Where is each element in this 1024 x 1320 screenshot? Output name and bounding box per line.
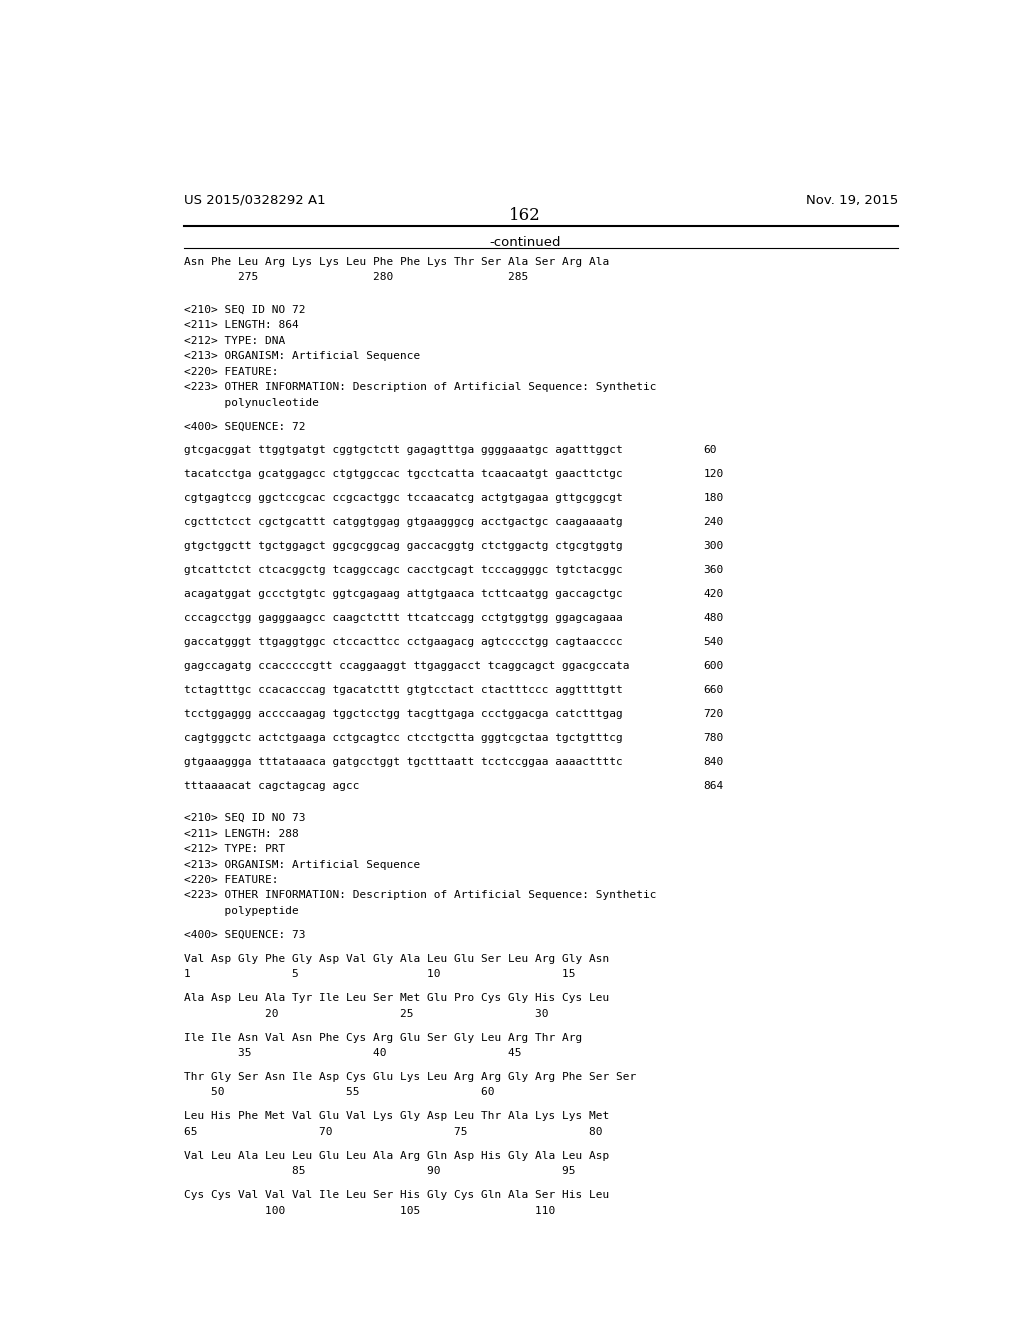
Text: polynucleotide: polynucleotide bbox=[183, 397, 318, 408]
Text: 780: 780 bbox=[703, 733, 724, 743]
Text: 420: 420 bbox=[703, 589, 724, 599]
Text: gtgctggctt tgctggagct ggcgcggcag gaccacggtg ctctggactg ctgcgtggtg: gtgctggctt tgctggagct ggcgcggcag gaccacg… bbox=[183, 541, 623, 552]
Text: gtcgacggat ttggtgatgt cggtgctctt gagagtttga ggggaaatgc agatttggct: gtcgacggat ttggtgatgt cggtgctctt gagagtt… bbox=[183, 445, 623, 455]
Text: Ala Asp Leu Ala Tyr Ile Leu Ser Met Glu Pro Cys Gly His Cys Leu: Ala Asp Leu Ala Tyr Ile Leu Ser Met Glu … bbox=[183, 993, 609, 1003]
Text: US 2015/0328292 A1: US 2015/0328292 A1 bbox=[183, 194, 326, 207]
Text: 162: 162 bbox=[509, 207, 541, 224]
Text: Leu His Phe Met Val Glu Val Lys Gly Asp Leu Thr Ala Lys Lys Met: Leu His Phe Met Val Glu Val Lys Gly Asp … bbox=[183, 1111, 609, 1121]
Text: <213> ORGANISM: Artificial Sequence: <213> ORGANISM: Artificial Sequence bbox=[183, 859, 420, 870]
Text: 50                  55                  60: 50 55 60 bbox=[183, 1088, 494, 1097]
Text: 600: 600 bbox=[703, 661, 724, 671]
Text: gtgaaaggga tttataaaca gatgcctggt tgctttaatt tcctccggaa aaaacttttc: gtgaaaggga tttataaaca gatgcctggt tgcttta… bbox=[183, 756, 623, 767]
Text: <211> LENGTH: 288: <211> LENGTH: 288 bbox=[183, 829, 298, 838]
Text: cgcttctcct cgctgcattt catggtggag gtgaagggcg acctgactgc caagaaaatg: cgcttctcct cgctgcattt catggtggag gtgaagg… bbox=[183, 517, 623, 527]
Text: <223> OTHER INFORMATION: Description of Artificial Sequence: Synthetic: <223> OTHER INFORMATION: Description of … bbox=[183, 891, 656, 900]
Text: -continued: -continued bbox=[489, 236, 560, 248]
Text: 100                 105                 110: 100 105 110 bbox=[183, 1205, 555, 1216]
Text: <212> TYPE: DNA: <212> TYPE: DNA bbox=[183, 335, 285, 346]
Text: Val Leu Ala Leu Leu Glu Leu Ala Arg Gln Asp His Gly Ala Leu Asp: Val Leu Ala Leu Leu Glu Leu Ala Arg Gln … bbox=[183, 1151, 609, 1160]
Text: <220> FEATURE:: <220> FEATURE: bbox=[183, 367, 279, 376]
Text: Nov. 19, 2015: Nov. 19, 2015 bbox=[806, 194, 898, 207]
Text: <400> SEQUENCE: 72: <400> SEQUENCE: 72 bbox=[183, 421, 305, 432]
Text: 540: 540 bbox=[703, 638, 724, 647]
Text: tttaaaacat cagctagcag agcc: tttaaaacat cagctagcag agcc bbox=[183, 780, 359, 791]
Text: Val Asp Gly Phe Gly Asp Val Gly Ala Leu Glu Ser Leu Arg Gly Asn: Val Asp Gly Phe Gly Asp Val Gly Ala Leu … bbox=[183, 954, 609, 964]
Text: 180: 180 bbox=[703, 494, 724, 503]
Text: <400> SEQUENCE: 73: <400> SEQUENCE: 73 bbox=[183, 929, 305, 940]
Text: 60: 60 bbox=[703, 445, 717, 455]
Text: gtcattctct ctcacggctg tcaggccagc cacctgcagt tcccaggggc tgtctacggc: gtcattctct ctcacggctg tcaggccagc cacctgc… bbox=[183, 565, 623, 576]
Text: <220> FEATURE:: <220> FEATURE: bbox=[183, 875, 279, 884]
Text: tacatcctga gcatggagcc ctgtggccac tgcctcatta tcaacaatgt gaacttctgc: tacatcctga gcatggagcc ctgtggccac tgcctca… bbox=[183, 470, 623, 479]
Text: 300: 300 bbox=[703, 541, 724, 552]
Text: 864: 864 bbox=[703, 780, 724, 791]
Text: 720: 720 bbox=[703, 709, 724, 719]
Text: Asn Phe Leu Arg Lys Lys Leu Phe Phe Lys Thr Ser Ala Ser Arg Ala: Asn Phe Leu Arg Lys Lys Leu Phe Phe Lys … bbox=[183, 257, 609, 267]
Text: 275                 280                 285: 275 280 285 bbox=[183, 272, 527, 282]
Text: <213> ORGANISM: Artificial Sequence: <213> ORGANISM: Artificial Sequence bbox=[183, 351, 420, 362]
Text: 1               5                   10                  15: 1 5 10 15 bbox=[183, 969, 575, 979]
Text: cagtgggctc actctgaaga cctgcagtcc ctcctgctta gggtcgctaa tgctgtttcg: cagtgggctc actctgaaga cctgcagtcc ctcctgc… bbox=[183, 733, 623, 743]
Text: tctagtttgc ccacacccag tgacatcttt gtgtcctact ctactttccc aggttttgtt: tctagtttgc ccacacccag tgacatcttt gtgtcct… bbox=[183, 685, 623, 694]
Text: <212> TYPE: PRT: <212> TYPE: PRT bbox=[183, 843, 285, 854]
Text: 20                  25                  30: 20 25 30 bbox=[183, 1008, 548, 1019]
Text: cccagcctgg gagggaagcc caagctcttt ttcatccagg cctgtggtgg ggagcagaaa: cccagcctgg gagggaagcc caagctcttt ttcatcc… bbox=[183, 612, 623, 623]
Text: 360: 360 bbox=[703, 565, 724, 576]
Text: polypeptide: polypeptide bbox=[183, 906, 298, 916]
Text: 65                  70                  75                  80: 65 70 75 80 bbox=[183, 1127, 602, 1137]
Text: 660: 660 bbox=[703, 685, 724, 694]
Text: 85                  90                  95: 85 90 95 bbox=[183, 1166, 575, 1176]
Text: 120: 120 bbox=[703, 470, 724, 479]
Text: 840: 840 bbox=[703, 756, 724, 767]
Text: acagatggat gccctgtgtc ggtcgagaag attgtgaaca tcttcaatgg gaccagctgc: acagatggat gccctgtgtc ggtcgagaag attgtga… bbox=[183, 589, 623, 599]
Text: 240: 240 bbox=[703, 517, 724, 527]
Text: <211> LENGTH: 864: <211> LENGTH: 864 bbox=[183, 321, 298, 330]
Text: <210> SEQ ID NO 73: <210> SEQ ID NO 73 bbox=[183, 813, 305, 824]
Text: cgtgagtccg ggctccgcac ccgcactggc tccaacatcg actgtgagaa gttgcggcgt: cgtgagtccg ggctccgcac ccgcactggc tccaaca… bbox=[183, 494, 623, 503]
Text: 480: 480 bbox=[703, 612, 724, 623]
Text: gaccatgggt ttgaggtggc ctccacttcc cctgaagacg agtcccctgg cagtaacccc: gaccatgggt ttgaggtggc ctccacttcc cctgaag… bbox=[183, 638, 623, 647]
Text: 35                  40                  45: 35 40 45 bbox=[183, 1048, 521, 1059]
Text: Ile Ile Asn Val Asn Phe Cys Arg Glu Ser Gly Leu Arg Thr Arg: Ile Ile Asn Val Asn Phe Cys Arg Glu Ser … bbox=[183, 1032, 582, 1043]
Text: <210> SEQ ID NO 72: <210> SEQ ID NO 72 bbox=[183, 305, 305, 315]
Text: <223> OTHER INFORMATION: Description of Artificial Sequence: Synthetic: <223> OTHER INFORMATION: Description of … bbox=[183, 381, 656, 392]
Text: Thr Gly Ser Asn Ile Asp Cys Glu Lys Leu Arg Arg Gly Arg Phe Ser Ser: Thr Gly Ser Asn Ile Asp Cys Glu Lys Leu … bbox=[183, 1072, 636, 1082]
Text: Cys Cys Val Val Val Ile Leu Ser His Gly Cys Gln Ala Ser His Leu: Cys Cys Val Val Val Ile Leu Ser His Gly … bbox=[183, 1191, 609, 1200]
Text: gagccagatg ccacccccgtt ccaggaaggt ttgaggacct tcaggcagct ggacgccata: gagccagatg ccacccccgtt ccaggaaggt ttgagg… bbox=[183, 661, 629, 671]
Text: tcctggaggg accccaagag tggctcctgg tacgttgaga ccctggacga catctttgag: tcctggaggg accccaagag tggctcctgg tacgttg… bbox=[183, 709, 623, 719]
